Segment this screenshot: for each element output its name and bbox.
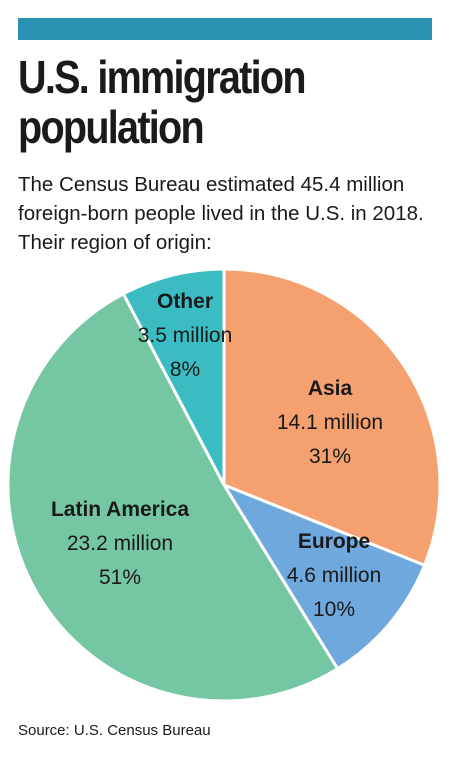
slice-percent-asia: 31% [309,445,351,468]
title-line-1: U.S. immigration [18,51,307,103]
pie-slice-latin-america [6,292,340,703]
slice-value-asia: 14.1 million [277,411,383,434]
pie-slice-other [121,267,226,487]
slice-percent-latin-america: 51% [99,566,141,589]
pie-slice-europe [222,483,427,671]
slice-value-europe: 4.6 million [287,564,382,587]
title-line-2: population [18,101,205,153]
slice-label-latin-america: Latin America [51,498,189,521]
slice-value-latin-america: 23.2 million [67,532,173,555]
slice-label-asia: Asia [308,377,353,400]
pie-slice-asia [222,267,442,567]
slice-percent-other: 8% [170,358,200,381]
header-accent-bar [18,18,432,40]
slice-label-other: Other [157,290,213,313]
pie-chart: Asia 14.1 million 31% Europe 4.6 million 10% L… [6,267,442,703]
chart-subtitle: The Census Bureau estimated 45.4 million… [18,173,424,254]
slice-percent-europe: 10% [313,598,355,621]
slice-value-other: 3.5 million [138,324,233,347]
page-title: U.S. immigration population [18,52,379,152]
source-note: Source: U.S. Census Bureau [18,722,211,739]
slice-label-europe: Europe [298,530,370,553]
